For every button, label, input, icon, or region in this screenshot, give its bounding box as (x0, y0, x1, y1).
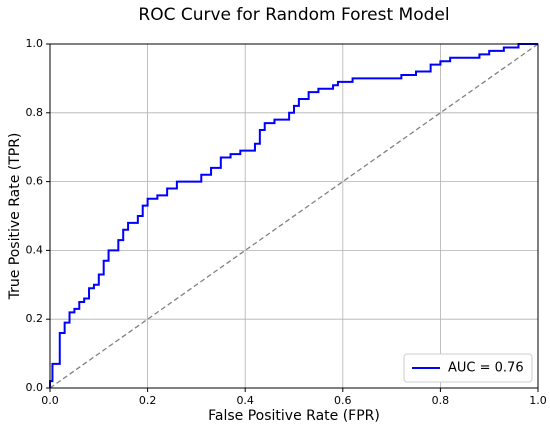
y-tick-label: 1.0 (26, 37, 44, 50)
reference-line (49, 43, 539, 389)
x-tick-label: 1.0 (529, 394, 547, 407)
plot-frame (49, 43, 539, 389)
roc-line (49, 43, 538, 388)
x-tick-label: 0.0 (41, 394, 59, 407)
y-axis-label: True Positive Rate (TPR) (7, 133, 23, 301)
x-tick-label: 0.6 (334, 394, 352, 407)
legend-label: AUC = 0.76 (448, 361, 524, 376)
y-tick-label: 0.8 (26, 106, 44, 119)
chart-title: ROC Curve for Random Forest Model (138, 5, 449, 25)
x-axis-label: False Positive Rate (FPR) (208, 408, 380, 424)
y-tick-label: 0.6 (26, 175, 44, 188)
y-tick-label: 0.0 (26, 381, 44, 394)
legend-box (403, 353, 533, 383)
x-tick-label: 0.2 (139, 394, 157, 407)
x-tick-label: 0.8 (432, 394, 450, 407)
x-tick-label: 0.4 (236, 394, 254, 407)
y-tick-label: 0.2 (26, 312, 44, 325)
y-tick-label: 0.4 (26, 243, 44, 256)
